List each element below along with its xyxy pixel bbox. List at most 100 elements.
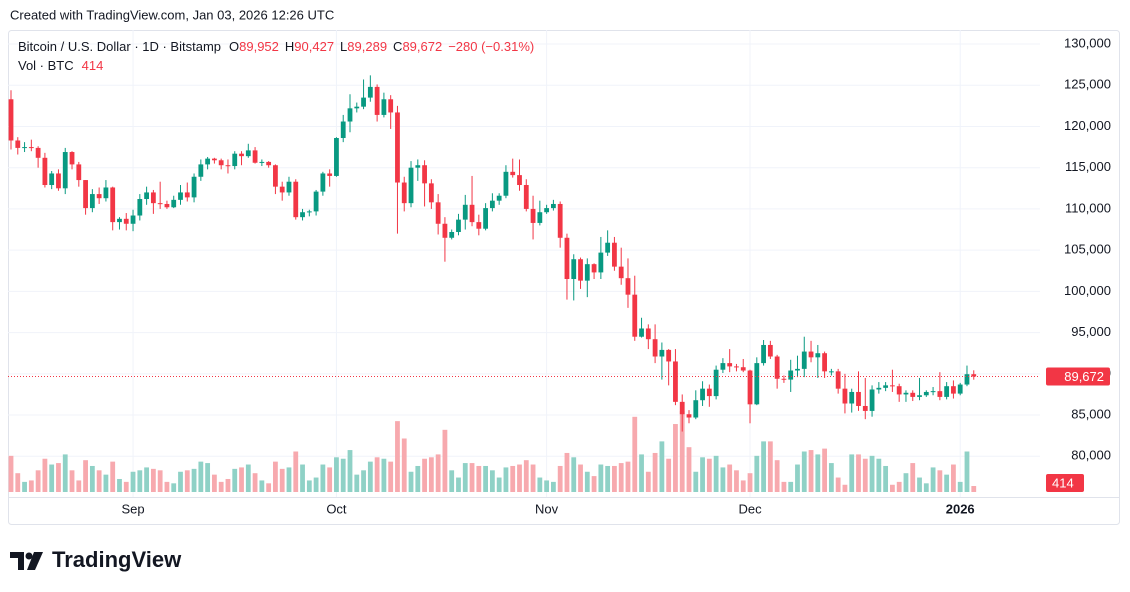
candle-body (557, 203, 563, 238)
volume-bar (876, 458, 882, 492)
y-tick-label: 95,000 (1071, 324, 1111, 339)
volume-bar (347, 450, 353, 492)
volume-bar (747, 473, 753, 492)
candle-body (923, 391, 929, 396)
candle-body (551, 203, 556, 209)
y-tick-label: 110,000 (1065, 200, 1111, 215)
volume-bar (130, 471, 136, 492)
volume-bar (42, 458, 48, 492)
volume-bar (537, 477, 543, 492)
candle-body (673, 361, 678, 402)
volume-bar (218, 481, 224, 492)
volume-bar (578, 464, 583, 492)
candle-body (286, 181, 292, 193)
candle-body (56, 173, 61, 189)
last-price-tag (1046, 367, 1110, 386)
candle-body (876, 387, 882, 390)
volume-bar (415, 465, 421, 492)
volume-bar (225, 478, 231, 492)
volume-bar (191, 468, 197, 492)
candle-body (320, 173, 326, 192)
candle-body (679, 401, 685, 415)
candle-body (706, 388, 712, 397)
candle-body (198, 164, 204, 177)
candle-body (313, 191, 319, 212)
candle-body (150, 192, 156, 204)
candle-body (374, 86, 380, 115)
candle-body (184, 192, 190, 198)
candle-body (334, 138, 339, 176)
volume-bar (761, 441, 766, 492)
volume-bar (469, 463, 475, 492)
candle-body (191, 176, 197, 198)
volume-bar (693, 471, 699, 492)
candle-body (239, 153, 244, 157)
volume-bar (625, 461, 631, 492)
candle-body (917, 395, 922, 397)
volume-bar (35, 470, 41, 492)
logo (10, 552, 43, 570)
candle-body (76, 164, 82, 181)
legend-value: 90,427 (294, 39, 334, 54)
volume-bar (774, 460, 780, 492)
candle-body (178, 192, 183, 200)
candle-body (449, 232, 455, 238)
volume-bar (435, 454, 441, 492)
legend-value: 89,672 (402, 39, 442, 54)
volume-bar (869, 455, 875, 492)
y-tick-label: 100,000 (1064, 283, 1111, 298)
y-tick-label: 120,000 (1064, 118, 1111, 133)
candle-body (144, 192, 149, 200)
candle-body (530, 208, 536, 223)
candle-body (788, 370, 794, 380)
volume-pane (8, 411, 977, 492)
volume-bar (605, 465, 611, 492)
candle-body (496, 195, 502, 201)
candle-body (639, 328, 644, 337)
x-tick-label: Nov (535, 501, 559, 516)
volume-bar (679, 411, 685, 492)
candle-body (422, 165, 427, 184)
candle-body (937, 391, 943, 397)
volume-bar (462, 463, 468, 492)
volume-bar (835, 477, 841, 492)
last-volume-label: 414 (1052, 475, 1074, 490)
candle-body (727, 363, 733, 367)
volume-bar (923, 483, 929, 492)
volume-bar (930, 467, 936, 492)
candle-body (205, 158, 211, 165)
candle-body (862, 405, 868, 411)
volume-bar (591, 476, 597, 492)
volume-bar (327, 467, 333, 492)
legend-key: H (285, 39, 294, 54)
legend-key: L (340, 39, 347, 54)
candle-body (795, 368, 800, 371)
volume-bar (157, 470, 163, 492)
y-tick-label: 105,000 (1064, 242, 1111, 257)
volume-bar (937, 470, 943, 492)
candle-body (35, 147, 41, 158)
volume-bar (618, 463, 624, 492)
candle-body (835, 371, 841, 389)
volume-bar (401, 438, 407, 492)
volume-bar (700, 457, 705, 492)
volume-bar (584, 471, 590, 492)
candle-body (774, 356, 780, 379)
volume-bar (795, 464, 800, 492)
volume-bar (361, 470, 366, 492)
volume-bar (96, 470, 102, 492)
candle-body (659, 349, 665, 357)
candle-body (930, 391, 936, 393)
candle-body (435, 202, 441, 224)
volume-bar (184, 470, 190, 492)
volume-bar (442, 429, 448, 492)
volume-bar (15, 473, 21, 492)
candle-body (442, 223, 448, 238)
volume-bar (239, 467, 244, 492)
volume-bar (381, 458, 387, 492)
candle-body (652, 339, 658, 357)
volume-legend: Vol · BTC 414 (18, 58, 103, 73)
volume-bar (849, 454, 855, 492)
candle-body (571, 259, 577, 280)
volume-bar (544, 480, 550, 492)
